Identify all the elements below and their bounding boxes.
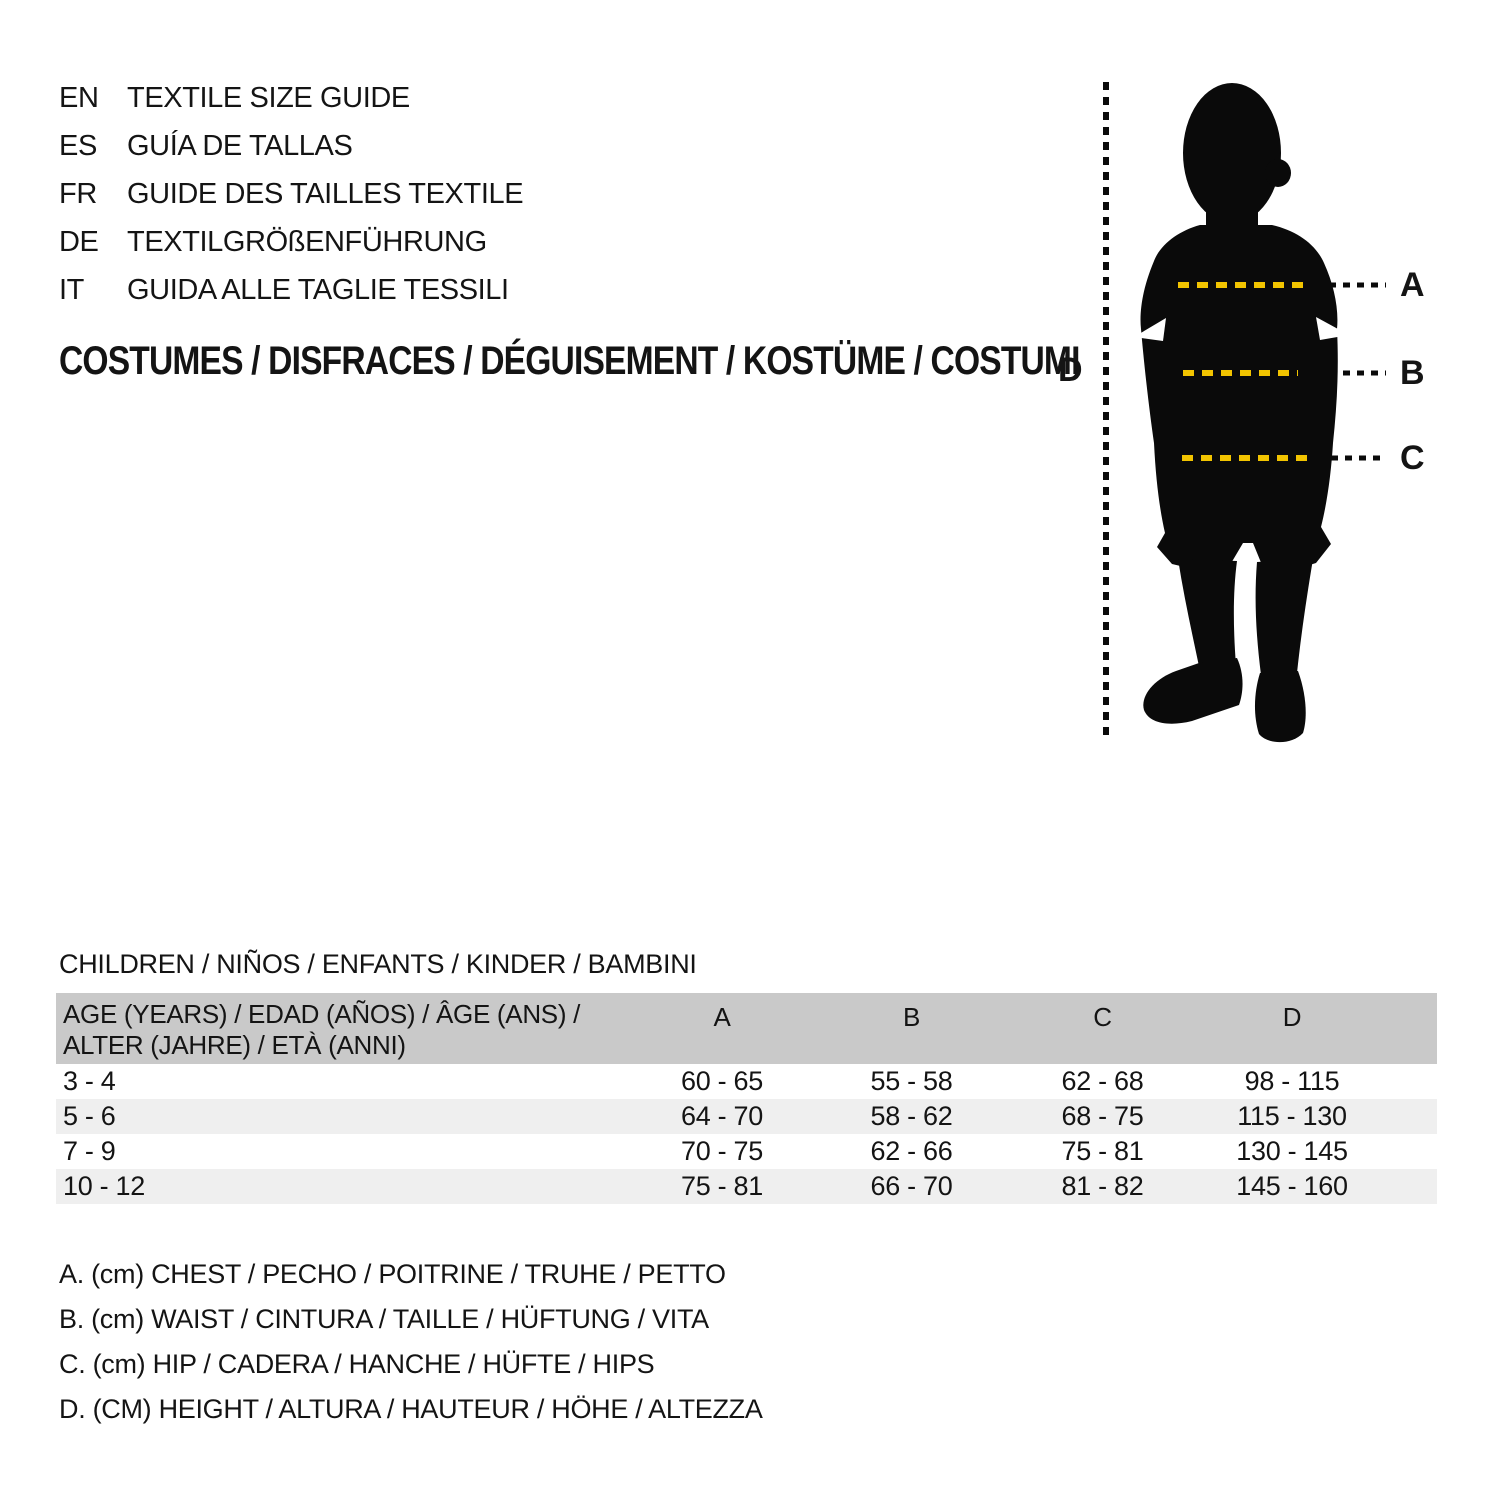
column-header-b: B xyxy=(902,1002,921,1032)
age-header-line2: ALTER (JAHRE) / ETÀ (ANNI) xyxy=(63,1030,406,1060)
language-row-it: IT GUIDA ALLE TAGLIE TESSILI xyxy=(59,266,523,314)
hip-label-c: C xyxy=(1400,439,1425,477)
chest-cell: 75 - 81 xyxy=(681,1171,763,1201)
child-silhouette-diagram xyxy=(1103,82,1386,743)
language-row-en: EN TEXTILE SIZE GUIDE xyxy=(59,74,523,122)
chest-cell: 64 - 70 xyxy=(681,1101,763,1131)
language-code: DE xyxy=(59,225,99,258)
language-code: IT xyxy=(59,273,84,306)
legend-hip: C. (cm) HIP / CADERA / HANCHE / HÜFTE / … xyxy=(59,1349,655,1379)
height-cell: 130 - 145 xyxy=(1236,1136,1348,1166)
waist-label-b: B xyxy=(1400,354,1425,392)
age-header-cell: AGE (YEARS) / EDAD (AÑOS) / ÂGE (ANS) / … xyxy=(56,993,628,1064)
sleeve-notch-left xyxy=(1134,318,1166,341)
height-cell: 145 - 160 xyxy=(1236,1171,1348,1201)
language-code: FR xyxy=(59,177,97,210)
age-cell: 7 - 9 xyxy=(63,1136,116,1166)
legend-waist: B. (cm) WAIST / CINTURA / TAILLE / HÜFTU… xyxy=(59,1304,709,1334)
column-header-d: D xyxy=(1282,1002,1302,1032)
chest-cell: 60 - 65 xyxy=(681,1066,763,1096)
waist-cell: 66 - 70 xyxy=(870,1171,953,1201)
measurement-figure: D A B C xyxy=(1050,75,1490,765)
table-row-age-10-12: 10 - 12 75 - 81 66 - 70 81 - 82 145 - 16… xyxy=(56,1169,1437,1204)
hip-cell: 75 - 81 xyxy=(1061,1136,1144,1166)
hip-cell: 81 - 82 xyxy=(1061,1171,1144,1201)
size-table-header: AGE (YEARS) / EDAD (AÑOS) / ÂGE (ANS) / … xyxy=(56,993,1437,1064)
sleeve-notch-right xyxy=(1316,317,1349,340)
category-title: COSTUMES / DISFRACES / DÉGUISEMENT / KOS… xyxy=(59,339,1080,383)
table-row-age-5-6: 5 - 6 64 - 70 58 - 62 68 - 75 115 - 130 xyxy=(56,1099,1437,1134)
waist-cell: 55 - 58 xyxy=(870,1066,953,1096)
table-row-age-3-4: 3 - 4 60 - 65 55 - 58 62 - 68 98 - 115 xyxy=(56,1064,1437,1099)
guide-title-it: GUIDA ALLE TAGLIE TESSILI xyxy=(127,273,509,306)
hip-cell: 68 - 75 xyxy=(1061,1101,1144,1131)
guide-title-de: TEXTILGRÖßENFÜHRUNG xyxy=(127,225,487,258)
language-code: ES xyxy=(59,129,97,162)
size-table: AGE (YEARS) / EDAD (AÑOS) / ÂGE (ANS) / … xyxy=(56,993,1437,1204)
waist-cell: 62 - 66 xyxy=(870,1136,953,1166)
waist-cell: 58 - 62 xyxy=(870,1101,953,1131)
language-row-fr: FR GUIDE DES TAILLES TEXTILE xyxy=(59,170,524,218)
table-row-age-7-9: 7 - 9 70 - 75 62 - 66 75 - 81 130 - 145 xyxy=(56,1134,1437,1169)
age-cell: 10 - 12 xyxy=(63,1171,145,1201)
age-cell: 3 - 4 xyxy=(63,1066,116,1096)
language-row-de: DE TEXTILGRÖßENFÜHRUNG xyxy=(59,218,523,266)
measurement-legend: A. (cm) CHEST / PECHO / POITRINE / TRUHE… xyxy=(59,1252,763,1432)
chest-label-a: A xyxy=(1400,266,1425,304)
guide-title-en: TEXTILE SIZE GUIDE xyxy=(127,81,410,114)
guide-title-fr: GUIDE DES TAILLES TEXTILE xyxy=(127,177,524,210)
chest-cell: 70 - 75 xyxy=(681,1136,763,1166)
language-row-es: ES GUÍA DE TALLAS xyxy=(59,122,523,170)
height-cell: 98 - 115 xyxy=(1244,1066,1340,1096)
column-header-a: A xyxy=(713,1002,731,1032)
column-header-c: C xyxy=(1093,1002,1112,1032)
legend-chest: A. (cm) CHEST / PECHO / POITRINE / TRUHE… xyxy=(59,1259,726,1289)
guide-title-es: GUÍA DE TALLAS xyxy=(127,129,353,162)
child-silhouette xyxy=(1140,83,1338,743)
section-title-children: CHILDREN / NIÑOS / ENFANTS / KINDER / BA… xyxy=(59,949,697,979)
legend-height: D. (CM) HEIGHT / ALTURA / HAUTEUR / HÖHE… xyxy=(59,1394,763,1424)
age-header-line1: AGE (YEARS) / EDAD (AÑOS) / ÂGE (ANS) / xyxy=(63,999,581,1029)
language-code: EN xyxy=(59,81,99,114)
height-label-d: D xyxy=(1058,351,1083,389)
hip-cell: 62 - 68 xyxy=(1061,1066,1144,1096)
height-cell: 115 - 130 xyxy=(1237,1101,1347,1131)
language-title-list: EN TEXTILE SIZE GUIDE ES GUÍA DE TALLAS … xyxy=(59,74,524,314)
age-cell: 5 - 6 xyxy=(63,1101,116,1131)
